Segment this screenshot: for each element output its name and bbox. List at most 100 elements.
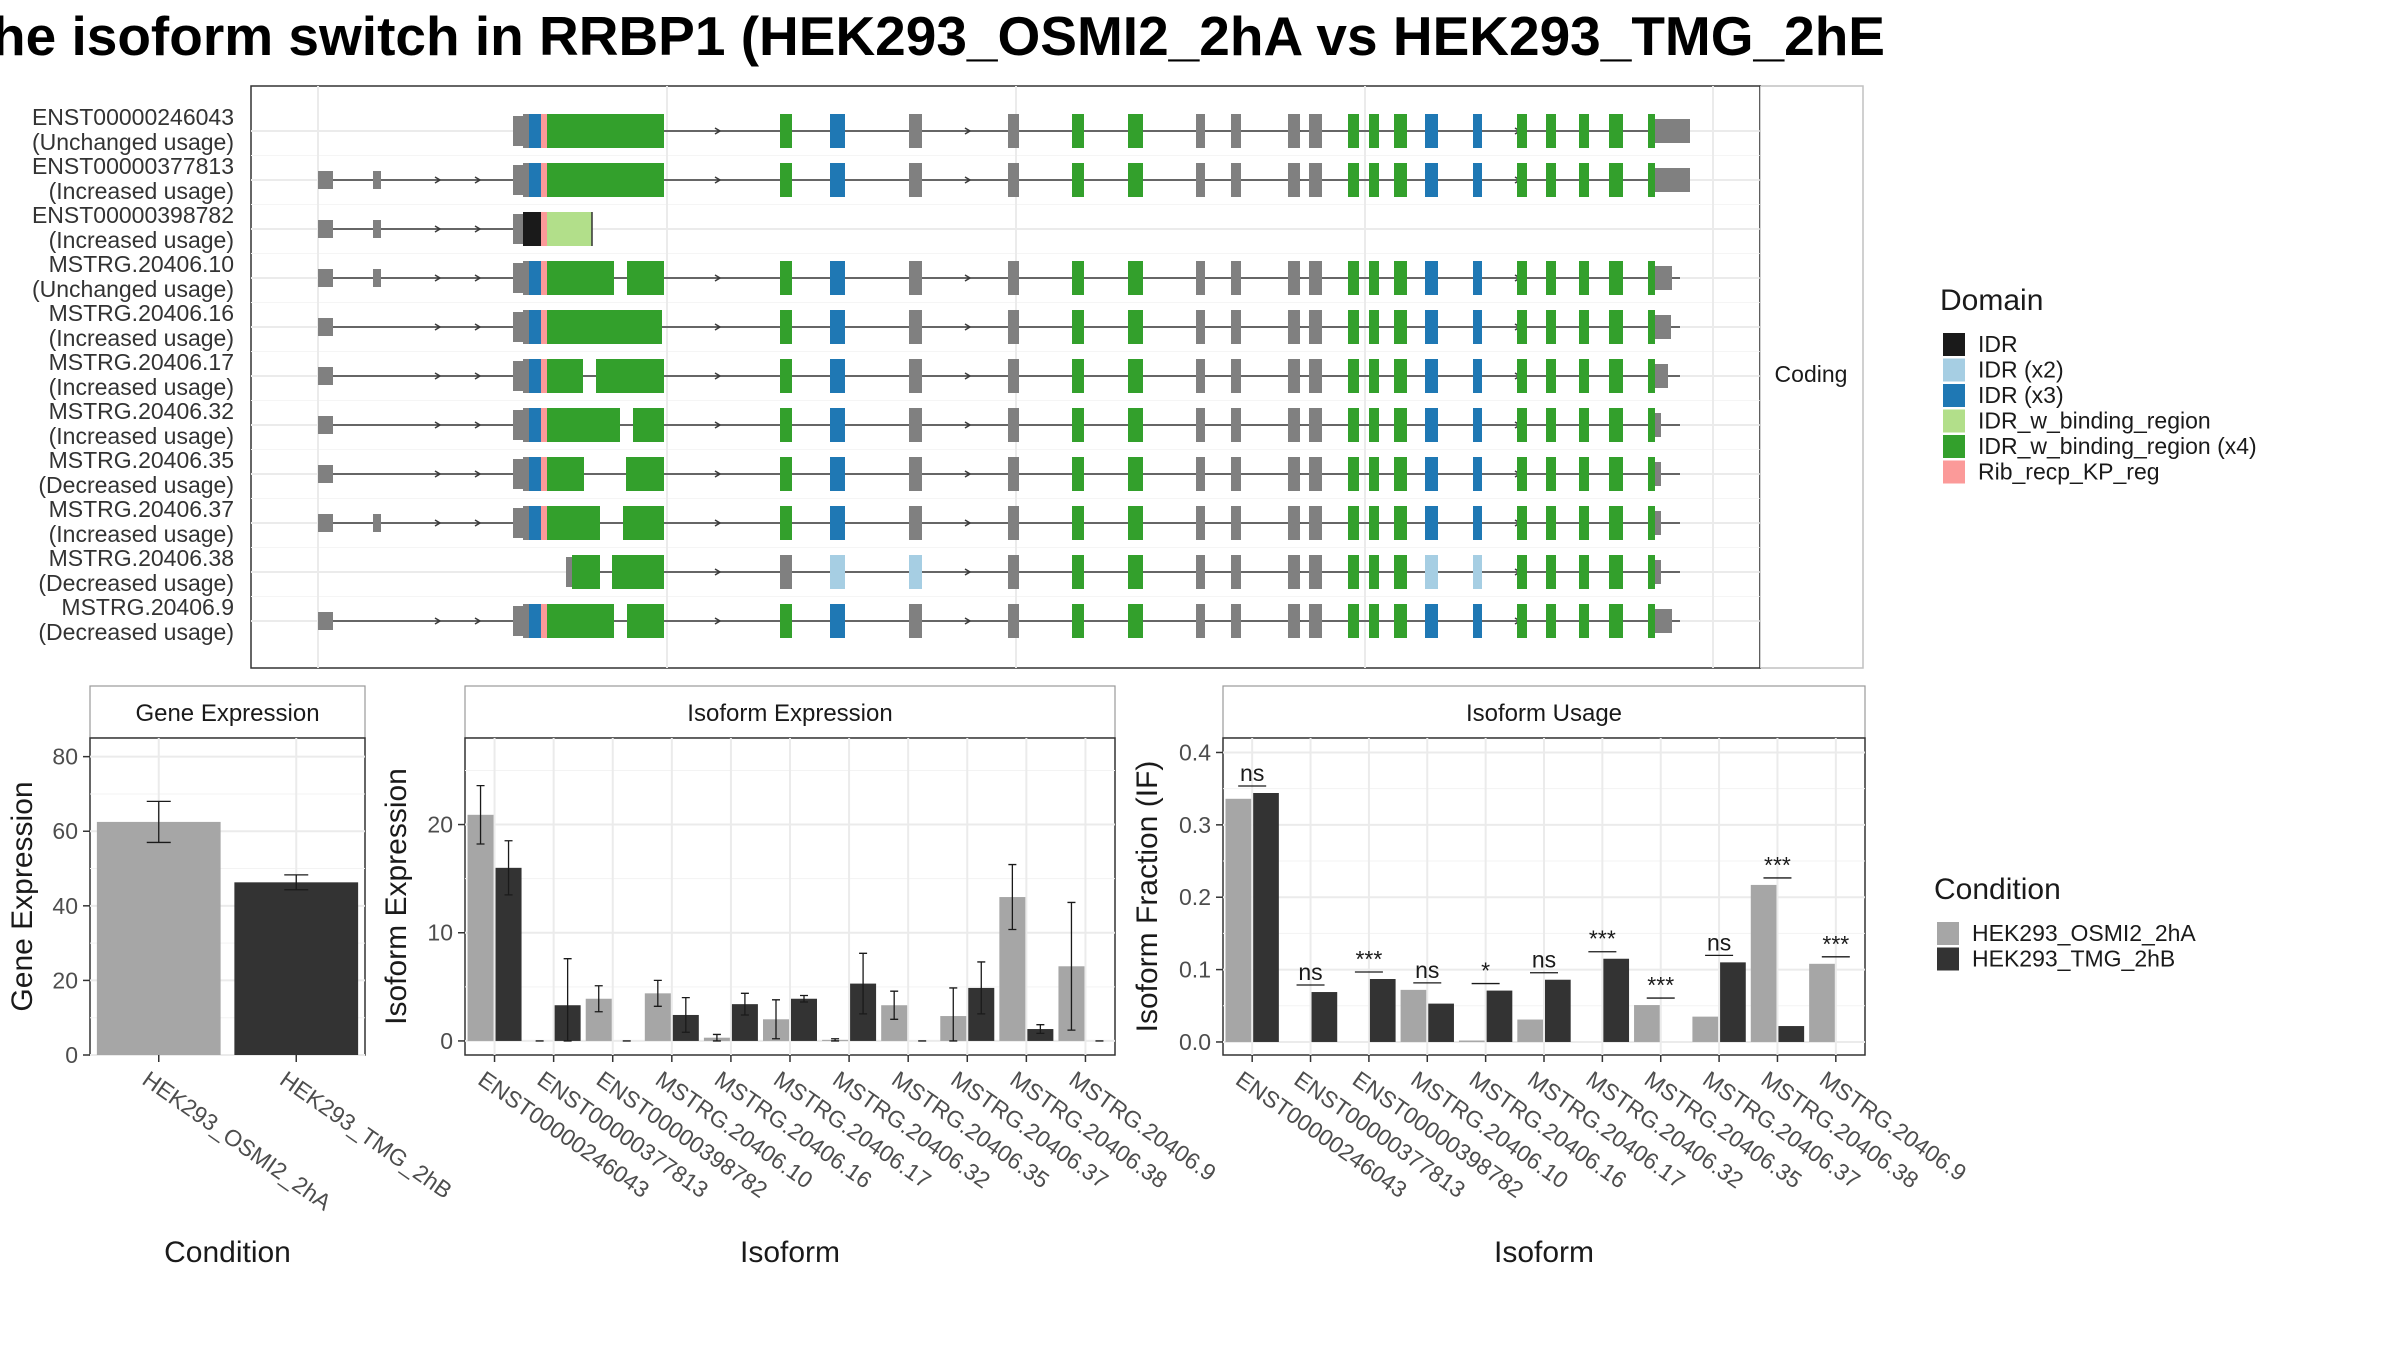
error-bar — [146, 800, 171, 844]
bar-mstrg-20406-17-b — [1545, 979, 1571, 1042]
transcript-row-mstrg-20406-35 — [318, 457, 1680, 491]
error-bar — [653, 979, 662, 1007]
transcript-usage-label: (Decreased usage) — [38, 619, 234, 645]
significance-label: * — [1481, 958, 1490, 984]
transcript-row-mstrg-20406-9 — [318, 604, 1680, 638]
y-tick-label: 20 — [52, 967, 78, 993]
legend-swatch-idr-x3 — [1943, 384, 1965, 407]
significance-label: *** — [1822, 931, 1849, 957]
error-bar — [594, 985, 603, 1013]
bar-enst00000246043-b — [495, 867, 522, 1041]
bar-enst00000398782-b — [1369, 979, 1396, 1042]
bar-mstrg-20406-17-b — [791, 998, 817, 1041]
page-title: he isoform switch in RRBP1 (HEK293_OSMI2… — [0, 5, 1885, 67]
error-bar — [977, 961, 986, 1015]
legend-swatch-hek293-tmg-2hb — [1937, 947, 1959, 971]
error-bar — [800, 994, 808, 1003]
transcript-usage-label: (Unchanged usage) — [32, 276, 234, 302]
y-tick-label: 0.0 — [1179, 1029, 1211, 1055]
transcript-rows — [318, 114, 1690, 638]
transcript-labels: ENST00000246043 (Unchanged usage) ENST0000… — [32, 104, 234, 645]
legend-label-idr-w-binding-region: IDR_w_binding_region — [1978, 408, 2211, 434]
domain-legend-title: Domain — [1940, 284, 2043, 317]
significance-label: *** — [1355, 946, 1382, 972]
transcript-id-label: ENST00000377813 — [32, 153, 234, 179]
bar-hek293-tmg-2hb — [234, 882, 359, 1055]
error-bar — [284, 874, 309, 891]
transcript-row-mstrg-20406-17 — [318, 359, 1680, 393]
significance-label: ns — [1707, 929, 1731, 955]
panel-strip — [1222, 685, 1866, 739]
legend-swatch-idr-w-binding-region-x4 — [1943, 435, 1965, 458]
bar-hek293-osmi2-2ha — [96, 821, 221, 1055]
y-axis-label: Gene Expression — [6, 781, 39, 1011]
y-axis-label: Isoform Fraction (IF) — [1131, 761, 1164, 1033]
isoform-expression-chart: Isoform Expression 0 10 20 Isoform Expressio… — [380, 685, 1221, 1269]
transcript-usage-label: (Decreased usage) — [38, 570, 234, 596]
panel-title: Isoform Usage — [1466, 700, 1622, 727]
bar-mstrg-20406-32-b — [1603, 958, 1630, 1042]
legend-swatch-hek293-osmi2-2ha — [1937, 922, 1959, 945]
significance-label: *** — [1764, 852, 1791, 878]
transcript-id-label: MSTRG.20406.16 — [49, 300, 234, 326]
condition-legend-title: Condition — [1934, 873, 2061, 906]
legend-label-hek293-tmg-2hb: HEK293_TMG_2hB — [1972, 946, 2175, 972]
transcript-id-label: ENST00000398782 — [32, 202, 234, 228]
legend-label-idr-x2: IDR (x2) — [1978, 357, 2064, 383]
transcript-usage-label: (Increased usage) — [49, 521, 234, 547]
y-tick-label: 0 — [65, 1042, 78, 1068]
x-axis-label: Condition — [164, 1236, 291, 1269]
bar-mstrg-20406-10-b — [1428, 1003, 1454, 1042]
coding-strip-label: Coding — [1775, 361, 1848, 387]
significance-label: *** — [1589, 926, 1616, 952]
legend-label-idr: IDR — [1978, 331, 2018, 357]
significance-label: *** — [1647, 972, 1674, 998]
transcript-id-label: MSTRG.20406.38 — [49, 545, 234, 571]
bar-mstrg-20406-38-b — [1778, 1026, 1805, 1042]
error-bar — [504, 840, 513, 896]
transcript-structure-panel: ENST00000246043 (Unchanged usage) ENST0000… — [32, 85, 1864, 669]
transcript-usage-label: (Decreased usage) — [38, 472, 234, 498]
transcript-id-label: MSTRG.20406.37 — [49, 496, 234, 522]
bar-mstrg-20406-37-b — [1720, 962, 1746, 1042]
significance-label: ns — [1298, 959, 1322, 985]
x-axis-label: Isoform — [1494, 1236, 1594, 1269]
bar-mstrg-20406-17-a — [1517, 1019, 1543, 1042]
legend-swatch-rib-recp-kp-reg — [1943, 460, 1965, 484]
transcript-id-label: MSTRG.20406.17 — [49, 349, 234, 375]
transcript-row-mstrg-20406-37 — [318, 506, 1680, 540]
transcript-usage-label: (Increased usage) — [49, 374, 234, 400]
y-tick-label: 0.1 — [1179, 957, 1211, 983]
legend-swatch-idr — [1943, 333, 1965, 356]
error-bar — [890, 990, 899, 1020]
error-bar — [1067, 901, 1076, 1031]
panel-strip — [89, 685, 366, 739]
error-bar — [476, 784, 485, 845]
transcript-row-enst00000377813 — [318, 163, 1690, 197]
significance-label: ns — [1532, 947, 1556, 973]
transcript-row-mstrg-20406-16 — [318, 310, 1680, 344]
error-bar — [563, 958, 572, 1042]
transcript-id-label: ENST00000246043 — [32, 104, 234, 130]
bar-mstrg-20406-10-a — [1400, 989, 1427, 1042]
bar-mstrg-20406-35-a — [1634, 1005, 1660, 1042]
significance-label: ns — [1415, 957, 1439, 983]
significance-label: ns — [1240, 760, 1264, 786]
error-bar — [740, 992, 749, 1016]
y-tick-label: 80 — [52, 744, 78, 770]
transcript-row-enst00000246043 — [513, 114, 1690, 148]
error-bar — [681, 997, 690, 1033]
bar-mstrg-20406-16-b — [1486, 990, 1513, 1042]
bar-mstrg-20406-16-a — [1458, 1040, 1485, 1042]
transcript-usage-label: (Increased usage) — [49, 227, 234, 253]
transcript-row-mstrg-20406-32 — [318, 408, 1680, 442]
transcript-row-mstrg-20406-38 — [566, 555, 1680, 589]
coding-strip — [1759, 85, 1864, 669]
error-bar — [831, 1038, 840, 1042]
transcript-usage-label: (Increased usage) — [49, 178, 234, 204]
transcript-usage-label: (Increased usage) — [49, 325, 234, 351]
transcript-usage-label: (Increased usage) — [49, 423, 234, 449]
error-bar — [949, 987, 958, 1042]
